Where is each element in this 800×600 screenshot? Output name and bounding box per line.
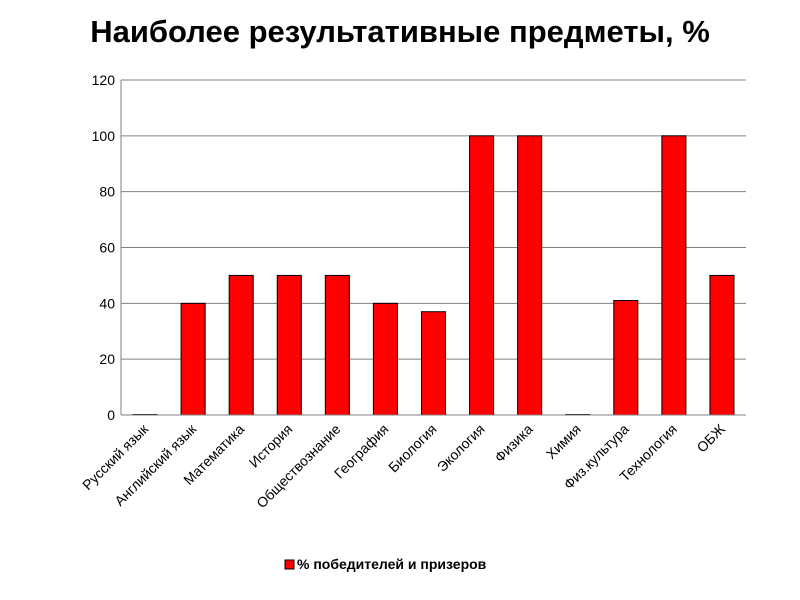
x-tick-label: Физика xyxy=(491,421,536,466)
chart-title: Наиболее результативные предметы, % xyxy=(90,14,710,49)
y-tick-label: 40 xyxy=(99,295,115,311)
legend-label: % победителей и призеров xyxy=(297,556,487,572)
bar xyxy=(517,135,543,416)
x-tick-label: Английский язык xyxy=(111,420,200,509)
y-tick-label: 0 xyxy=(107,407,115,423)
x-tick-label: ОБЖ xyxy=(693,421,728,456)
bar xyxy=(661,135,687,416)
bar xyxy=(324,274,350,416)
y-tick-label: 20 xyxy=(99,351,115,367)
bar xyxy=(709,274,735,416)
gridlines xyxy=(121,79,746,360)
x-tick-label: Экология xyxy=(434,421,488,475)
axes xyxy=(120,80,746,416)
y-tick-label: 60 xyxy=(99,240,115,256)
bar xyxy=(469,135,495,416)
y-tick-label: 100 xyxy=(92,128,116,144)
bars xyxy=(132,135,735,416)
legend: % победителей и призеров xyxy=(284,556,487,572)
x-tick-label: История xyxy=(246,421,296,471)
y-tick-labels: 0 20 40 60 80 100 120 xyxy=(92,72,116,423)
x-tick-label: Химия xyxy=(543,421,584,462)
x-tick-label: Биология xyxy=(385,421,440,476)
y-tick-label: 120 xyxy=(92,72,116,88)
bar xyxy=(372,302,398,416)
bar xyxy=(613,300,639,416)
legend-swatch xyxy=(284,559,295,570)
x-tick-label: Обществознание xyxy=(253,421,343,511)
bar xyxy=(180,302,206,416)
bar xyxy=(228,274,254,416)
y-tick-label: 80 xyxy=(99,184,115,200)
bar xyxy=(276,274,302,416)
bar xyxy=(420,311,447,416)
